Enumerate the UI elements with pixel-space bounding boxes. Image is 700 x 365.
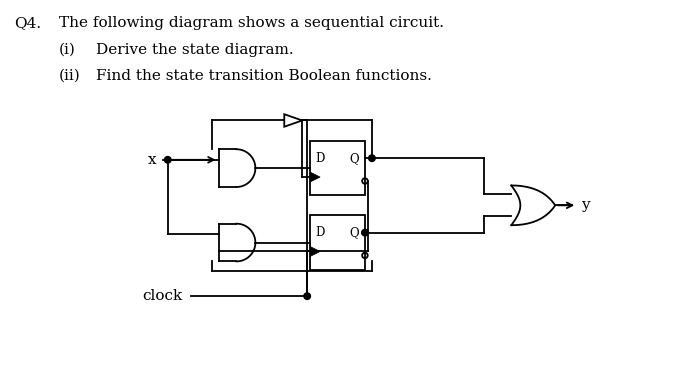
- Text: D: D: [316, 226, 325, 239]
- Text: clock: clock: [142, 289, 183, 303]
- Text: Find the state transition Boolean functions.: Find the state transition Boolean functi…: [96, 69, 432, 83]
- Text: D: D: [316, 152, 325, 165]
- Text: Derive the state diagram.: Derive the state diagram.: [96, 43, 293, 57]
- Bar: [310, 141, 365, 195]
- Circle shape: [369, 155, 375, 161]
- Text: Q: Q: [350, 226, 360, 239]
- Text: (i): (i): [60, 43, 76, 57]
- Polygon shape: [284, 114, 302, 127]
- Circle shape: [304, 293, 311, 299]
- Circle shape: [362, 229, 368, 236]
- Text: x: x: [148, 153, 157, 167]
- Polygon shape: [310, 172, 320, 182]
- Bar: [310, 215, 365, 270]
- Polygon shape: [310, 246, 320, 257]
- Circle shape: [164, 157, 171, 163]
- Text: (ii): (ii): [60, 69, 81, 83]
- Text: Q: Q: [350, 152, 360, 165]
- Text: Q4.: Q4.: [14, 16, 41, 30]
- Text: The following diagram shows a sequential circuit.: The following diagram shows a sequential…: [60, 16, 445, 30]
- Text: y: y: [581, 198, 589, 212]
